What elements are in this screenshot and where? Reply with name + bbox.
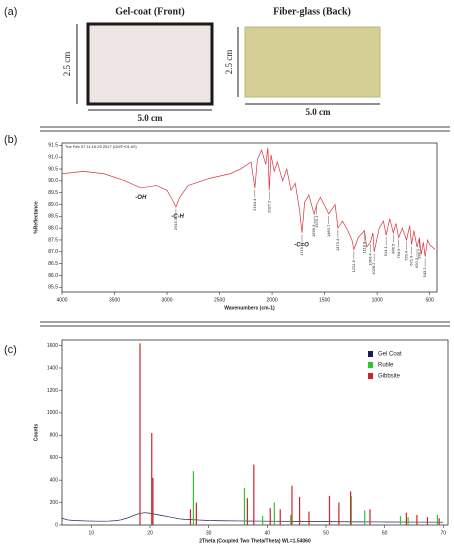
annotation: -OH — [135, 195, 147, 201]
peak-label: 1460.7 — [326, 224, 331, 237]
peak-label: 846.5 — [390, 243, 395, 254]
peak-label: 1064.4 — [367, 253, 372, 266]
y-tick-label: 1600 — [47, 343, 58, 349]
peak-label: 671.9 — [409, 255, 414, 266]
height-label: 2.5 cm — [224, 50, 234, 75]
y-tick-label: 91.5 — [48, 143, 58, 149]
x-axis-label: Wavenumbers (cm-1) — [224, 305, 275, 311]
photo-title: Fiber-glass (Back) — [273, 6, 351, 17]
x-tick-label: 40 — [265, 530, 271, 536]
y-tick-label: 88.0 — [48, 225, 58, 231]
plot-frame — [61, 142, 438, 293]
peak-label: 1715.2 — [299, 243, 304, 256]
y-tick-label: 89.5 — [48, 190, 58, 196]
y-tick-label: 85.5 — [48, 285, 58, 291]
x-tick-label: 3500 — [109, 297, 120, 303]
legend-swatch — [368, 373, 373, 379]
peak-label: 794.6 — [396, 248, 401, 259]
y-tick-label: 600 — [50, 455, 59, 461]
x-tick-label: 20 — [147, 530, 153, 536]
peak-label: 2027.2 — [266, 200, 271, 213]
y-tick-label: 88.5 — [48, 214, 58, 220]
x-tick-label: 70 — [441, 530, 447, 536]
y-tick-label: 87.5 — [48, 237, 58, 243]
peak-label: 543.2 — [422, 267, 427, 278]
y-axis-label: Counts — [33, 424, 39, 441]
spectrum-line — [61, 147, 436, 257]
x-tick-label: 50 — [323, 530, 329, 536]
spectrum-line — [61, 512, 444, 523]
y-tick-label: 0 — [55, 522, 58, 528]
y-tick-label: 1000 — [47, 410, 58, 416]
peak-label: 1221.6 — [351, 259, 356, 272]
peak-label: 1599.3 — [311, 224, 316, 237]
peak-label: 1028.2 — [371, 262, 376, 275]
x-tick-label: 2000 — [267, 297, 278, 303]
photo-fiber-glass — [244, 26, 381, 98]
photo-gel-coat — [86, 22, 214, 106]
x-tick-label: 3000 — [161, 297, 172, 303]
x-tick-label: 30 — [206, 530, 212, 536]
peak-label: 598.7 — [416, 248, 421, 259]
x-axis-label: 2Theta (Coupled Two Theta/Theta) WL=1.54… — [199, 538, 311, 544]
legend-label: Gibbsite — [378, 374, 401, 380]
y-tick-label: 91.0 — [48, 155, 58, 161]
y-tick-label: 90.5 — [48, 166, 58, 172]
y-tick-label: 86.5 — [48, 261, 58, 267]
x-tick-label: 1000 — [372, 297, 383, 303]
y-tick-label: 1200 — [47, 388, 58, 394]
legend-label: Rutile — [378, 363, 394, 369]
height-label: 2.5 cm — [62, 52, 72, 77]
y-tick-label: 86.0 — [48, 273, 58, 279]
x-tick-label: 500 — [425, 297, 434, 303]
y-tick-label: 87.0 — [48, 249, 58, 255]
panel-label: (a) — [4, 6, 17, 18]
peak-label: 1119.8 — [362, 241, 367, 253]
y-tick-label: 200 — [50, 500, 59, 506]
peak-label: 914.1 — [383, 245, 388, 256]
panel-label: (b) — [4, 134, 17, 146]
y-tick-label: 800 — [50, 433, 59, 439]
x-tick-label: 2500 — [214, 297, 225, 303]
x-tick-label: 60 — [382, 530, 388, 536]
y-tick-label: 400 — [50, 477, 59, 483]
photo-title: Gel-coat (Front) — [115, 6, 185, 17]
x-tick-label: 4000 — [56, 297, 67, 303]
plot-frame — [61, 339, 449, 526]
y-tick-label: 1400 — [47, 365, 58, 371]
legend-swatch — [368, 362, 373, 368]
legend-swatch — [368, 351, 373, 357]
panel-label: (c) — [4, 344, 17, 356]
width-label: 5.0 cm — [138, 113, 163, 123]
x-tick-label: 1500 — [319, 297, 330, 303]
y-tick-label: 90.0 — [48, 178, 58, 184]
header-text: Tue Feb 07 11:16:25 2017 (GMT+01:00) — [65, 144, 137, 149]
y-tick-label: 89.0 — [48, 202, 58, 208]
peak-label: 1575.1 — [314, 215, 319, 228]
legend-label: Gel Coat — [378, 352, 402, 358]
peak-label: 620.3 — [414, 257, 419, 268]
annotation: -C=O — [294, 242, 309, 248]
annotation: -C-H — [171, 214, 184, 220]
x-tick-label: 10 — [89, 530, 95, 536]
peak-label: 1373.4 — [335, 238, 340, 251]
peak-label: 720.4 — [404, 250, 409, 261]
peak-label: 2915.5 — [173, 217, 178, 230]
peak-label: 2164.4 — [252, 198, 257, 211]
y-axis-label: %Reflectance — [33, 201, 39, 234]
width-label: 5.0 cm — [306, 107, 331, 117]
